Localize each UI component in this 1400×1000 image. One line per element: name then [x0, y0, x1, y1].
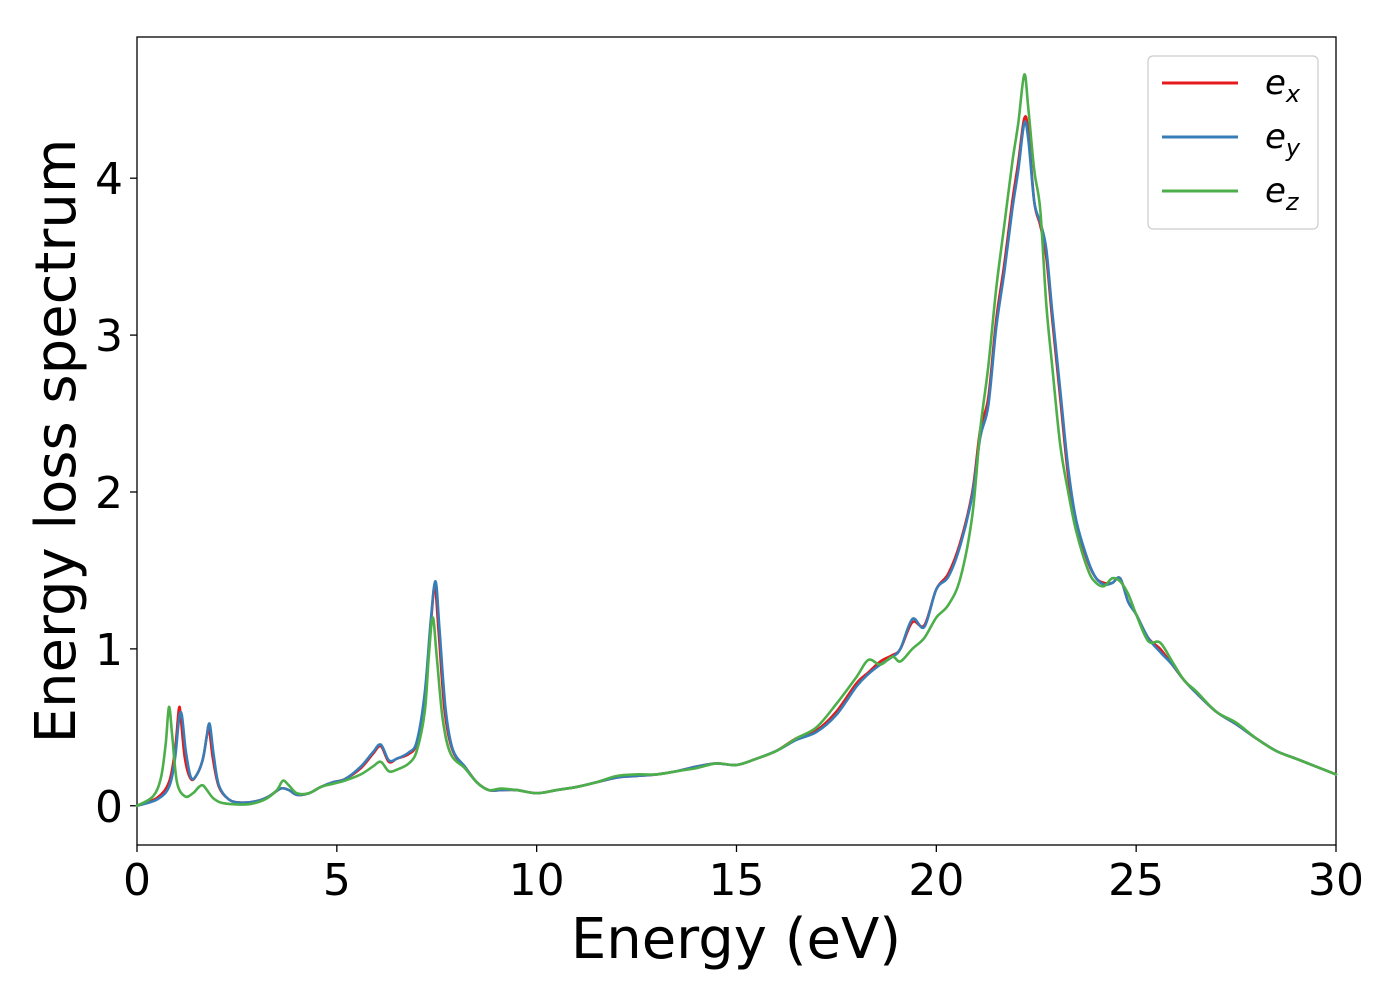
legend-label-ez: ez — [1265, 171, 1300, 216]
y-tick-label: 1 — [95, 625, 123, 676]
x-tick-label: 20 — [908, 855, 964, 906]
x-axis-title: Energy (eV) — [571, 907, 901, 972]
y-axis-title: Energy loss spectrum — [24, 139, 89, 744]
x-tick-label: 10 — [509, 855, 565, 906]
x-tick-label: 0 — [123, 855, 151, 906]
series-layer — [135, 73, 1338, 808]
y-axis-ticks: 0 1 2 3 4 — [95, 154, 137, 833]
series-line-ez — [135, 73, 1338, 808]
y-tick-label: 2 — [95, 468, 123, 519]
y-tick-label: 3 — [95, 311, 123, 362]
legend-box — [1147, 55, 1319, 230]
x-tick-label: 25 — [1108, 855, 1164, 906]
y-tick-label: 0 — [95, 782, 123, 833]
x-axis-ticks: 0 5 10 15 20 25 30 — [123, 845, 1364, 906]
legend-label-ey: ey — [1265, 117, 1301, 162]
legend: ex ey ez — [1147, 55, 1319, 230]
y-tick-label: 4 — [95, 154, 123, 205]
x-tick-label: 15 — [709, 855, 765, 906]
legend-label-ex: ex — [1265, 63, 1301, 108]
x-tick-label: 30 — [1308, 855, 1364, 906]
x-tick-label: 5 — [323, 855, 351, 906]
